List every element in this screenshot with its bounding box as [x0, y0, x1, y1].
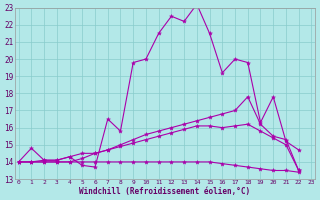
X-axis label: Windchill (Refroidissement éolien,°C): Windchill (Refroidissement éolien,°C) — [79, 187, 251, 196]
